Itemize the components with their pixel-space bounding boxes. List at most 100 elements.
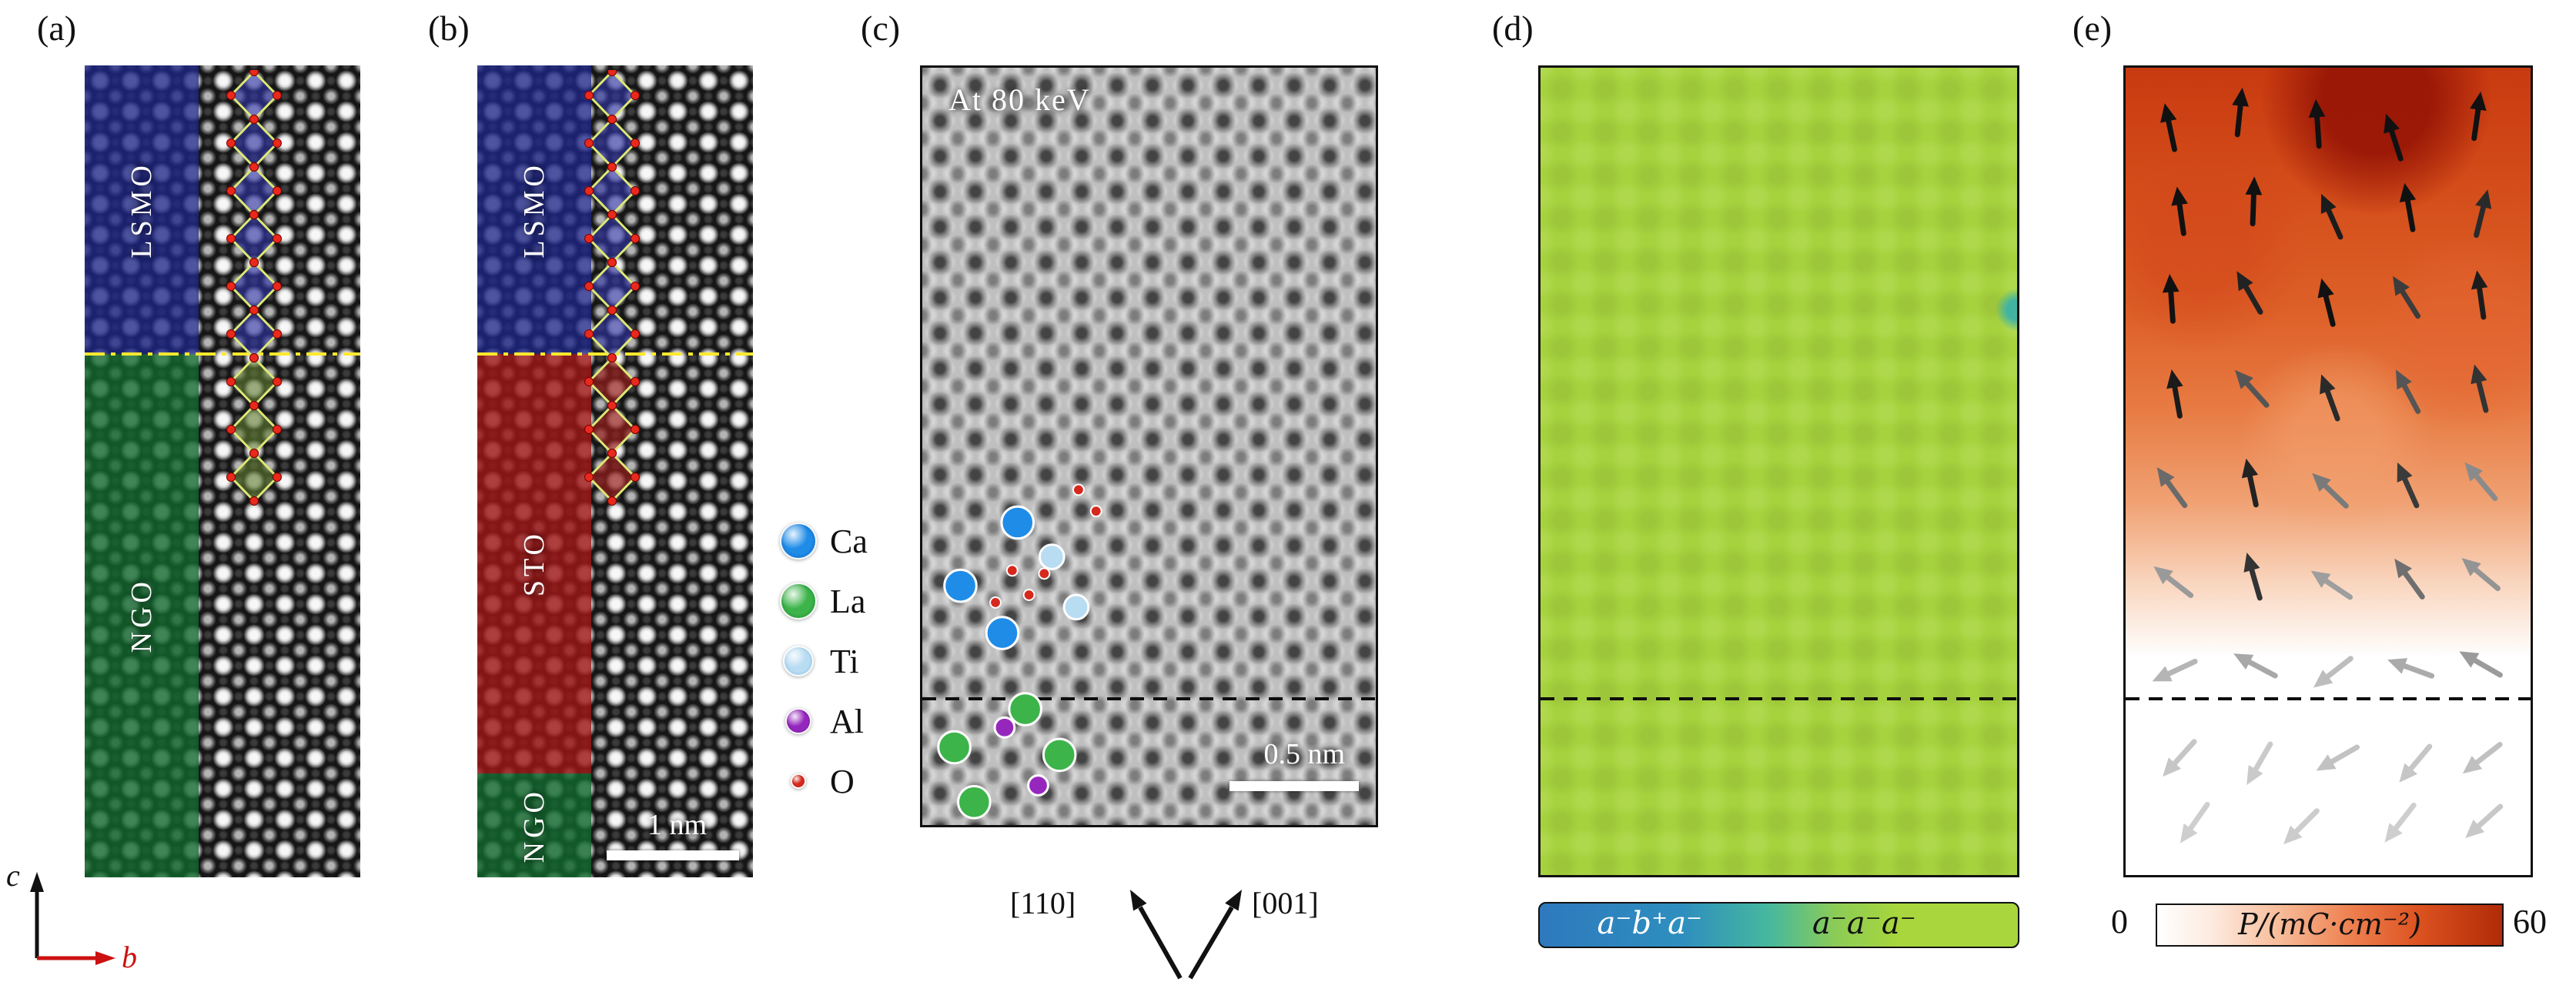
polarization-arrow [2320,374,2340,422]
polarization-arrow [2397,462,2420,509]
scale-bar [607,850,739,860]
region-label-lsmo: LSMO [518,161,550,259]
direction-arrow-001 [1188,906,1234,980]
oxygen-dot-icon [584,186,594,195]
direction-arrowhead-001-icon [1225,890,1242,911]
polarization-arrow [2462,742,2503,774]
al-atom-icon [1027,774,1049,797]
atom-ball-wrap [779,773,818,789]
polarization-arrow [2316,744,2360,771]
oxygen-dot-icon [607,115,617,124]
ca-atom-icon [780,523,817,559]
panel-c-abf-image: At 80 keV 0.5 nm [920,65,1378,827]
legend-item-ti: Ti [779,631,918,691]
oxygen-dot-icon [273,91,282,100]
oxygen-dot-icon [273,377,282,386]
panel-a-stem-image: LSMO NGO [85,65,360,877]
oxygen-dot-icon [584,473,594,482]
atom-ball-wrap [779,583,818,620]
polarization-arrow [2471,270,2488,320]
polarization-colorbar-title: P/(mC·cm⁻²) [2238,907,2421,942]
oxygen-dot-icon [631,425,640,434]
octahedron-diamond [229,451,279,503]
octahedron-diamond [587,165,637,217]
polarization-arrow [2393,276,2421,319]
octahedron-diamond [587,308,637,360]
scale-bar-label: 0.5 nm [1263,738,1345,770]
panel-e-polarization-map [2123,65,2533,877]
oxygen-dot-icon [273,473,282,482]
direction-label-110: [110] [1010,886,1076,920]
oxygen-dot-icon [226,329,236,339]
oxygen-dot-icon [607,449,617,458]
legend-item-o: O [779,751,918,811]
polarization-arrow [2308,99,2326,149]
la-atom-icon [1008,692,1042,726]
legend-label: Ca [830,522,868,560]
polarization-arrow [2156,467,2188,509]
interface-dashed-line [1541,697,2017,700]
oxygen-dot-icon [249,353,259,362]
oxygen-dot-icon [226,377,236,386]
ti-atom-icon [783,646,814,676]
atom-ball-wrap [779,523,818,559]
polarization-arrow [2313,656,2354,688]
octahedron-diamond [587,117,637,169]
atomic-model-overlay [937,483,1102,820]
polarization-vector-field [2152,87,2504,845]
octahedron-diamond [587,356,637,408]
tilt-pattern-left-label: a⁻b⁺a⁻ [1597,906,1703,942]
oxygen-dot-icon [584,377,594,386]
axis-b-label: b [122,940,137,974]
oxygen-dot-icon [249,449,259,458]
octahedron-diamond [229,260,279,312]
o-atom-icon [1022,589,1035,601]
oxygen-dot-icon [226,91,236,100]
polarization-arrow [2160,103,2177,152]
polarization-arrow [2241,458,2259,508]
interface-dashed-line [922,697,1376,700]
scale-bar [1229,781,1359,791]
polarization-arrow [2234,369,2270,408]
oxygen-dot-icon [249,258,259,267]
octahedron-diamond [229,212,279,265]
ti-atom-icon [1038,543,1066,570]
polarization-arrow [2171,186,2188,236]
legend-label: Ti [830,642,859,680]
panel-e-label: (e) [2073,8,2113,48]
polarization-arrow [2166,369,2183,419]
octahedron-diamond [229,117,279,169]
oxygen-dot-icon [226,186,236,195]
polarization-arrow [2387,658,2435,679]
polarization-arrow [2232,87,2249,138]
polarization-arrow [2163,739,2197,777]
oxygen-dot-icon [249,70,259,76]
oxygen-dot-icon [226,282,236,291]
oxygen-dot-icon [631,91,640,100]
la-atom-icon [937,730,972,765]
legend-item-ca: Ca [779,511,918,571]
octahedra-tilt-overlay [584,70,640,506]
polarization-arrow [2394,558,2425,600]
la-atom-icon [780,583,817,620]
oxygen-dot-icon [584,425,594,434]
oxygen-dot-icon [249,115,259,124]
polarization-arrow [2312,473,2349,509]
direction-arrow-110 [1138,906,1183,980]
ca-atom-icon [985,616,1020,650]
direction-label-001: [001] [1252,886,1319,920]
atom-ball-wrap [779,646,818,676]
oxygen-dot-icon [607,162,617,172]
oxygen-dot-icon [631,329,640,339]
legend-item-al: Al [779,691,918,751]
legend-label: O [830,762,855,800]
panel-b-stem-image: LSMO STO NGO 1 nm [477,65,753,877]
polarization-arrow [2236,271,2263,315]
polarization-arrow [2471,364,2489,413]
oxygen-dot-icon [249,210,259,219]
atom-legend: Ca La Ti Al O [779,511,918,811]
polarization-arrow [2470,91,2487,142]
oxygen-dot-icon [273,425,282,434]
polarization-arrow [2243,553,2263,601]
